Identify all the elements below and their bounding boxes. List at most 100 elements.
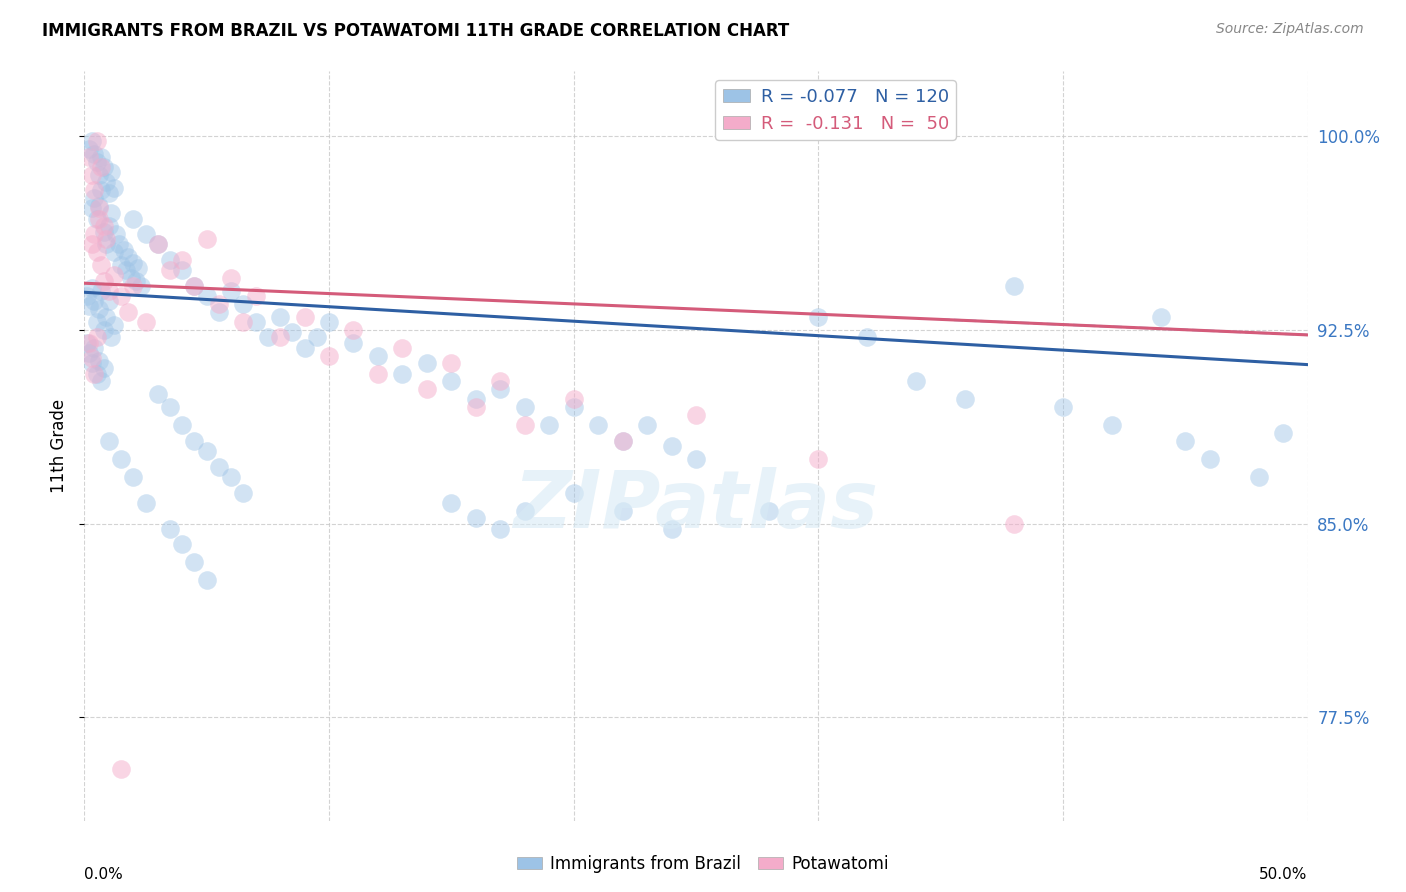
Point (103, 318, 125, 332)
Point (100, 206, 122, 220)
Point (195, 232, 218, 246)
Point (97, 186, 120, 200)
Y-axis label: 11th Grade: 11th Grade (49, 399, 67, 493)
Point (96, 176, 118, 190)
Point (93, 219, 115, 234)
Point (80, 351, 103, 366)
Point (90, 160, 112, 174)
Point (440, 356, 463, 370)
Point (122, 470, 145, 484)
Point (1150, 310, 1173, 324)
Point (159, 522, 181, 536)
Point (100, 165, 122, 179)
Point (105, 227, 128, 241)
Point (97, 434, 120, 448)
Point (612, 503, 634, 517)
Point (195, 574, 218, 588)
Text: 0.0%: 0.0% (84, 867, 124, 882)
Point (90, 375, 112, 389)
Point (135, 227, 157, 241)
Point (183, 278, 205, 293)
Text: Source: ZipAtlas.com: Source: ZipAtlas.com (1216, 22, 1364, 37)
Point (612, 434, 634, 448)
Point (294, 341, 316, 355)
Point (159, 252, 181, 267)
Point (562, 401, 585, 415)
Point (76, 335, 98, 350)
Point (80, 202, 103, 216)
Point (953, 392, 976, 407)
Point (86, 245, 108, 260)
Point (117, 304, 139, 318)
Point (232, 297, 254, 311)
Point (107, 237, 129, 252)
Point (685, 451, 707, 466)
Point (83, 183, 105, 197)
Point (110, 451, 132, 466)
Point (489, 382, 512, 396)
Point (122, 211, 145, 226)
Point (1101, 418, 1123, 433)
Point (110, 289, 132, 303)
Point (83, 191, 105, 205)
Point (90, 258, 112, 272)
Text: 50.0%: 50.0% (1260, 867, 1308, 882)
Point (1002, 516, 1025, 531)
Point (513, 418, 536, 433)
Point (83, 147, 105, 161)
Point (93, 274, 115, 288)
Point (86, 134, 108, 148)
Point (1002, 278, 1025, 293)
Point (87, 199, 110, 213)
Point (112, 243, 135, 257)
Point (513, 401, 536, 415)
Point (440, 375, 463, 389)
Point (661, 439, 683, 453)
Point (80, 168, 103, 182)
Point (90, 284, 112, 298)
Point (77, 300, 100, 314)
Point (86, 154, 108, 169)
Point (269, 330, 291, 344)
Point (464, 511, 486, 525)
Point (146, 237, 169, 252)
Point (83, 341, 105, 355)
Point (440, 496, 463, 510)
Point (391, 341, 413, 355)
Point (110, 762, 132, 776)
Point (77, 142, 100, 156)
Point (318, 315, 340, 329)
Point (245, 289, 267, 303)
Point (97, 294, 120, 309)
Point (562, 392, 585, 407)
Point (159, 263, 181, 277)
Point (489, 522, 512, 536)
Point (86, 211, 108, 226)
Point (1272, 426, 1295, 441)
Point (97, 284, 120, 298)
Point (125, 274, 148, 288)
Legend: Immigrants from Brazil, Potawatomi: Immigrants from Brazil, Potawatomi (510, 848, 896, 880)
Point (90, 183, 112, 197)
Point (115, 263, 138, 277)
Point (172, 537, 194, 551)
Point (1247, 470, 1270, 484)
Point (318, 349, 340, 363)
Point (685, 408, 707, 422)
Point (195, 289, 218, 303)
Point (416, 382, 439, 396)
Point (122, 255, 145, 269)
Point (1052, 401, 1074, 415)
Point (294, 310, 316, 324)
Text: IMMIGRANTS FROM BRAZIL VS POTAWATOMI 11TH GRADE CORRELATION CHART: IMMIGRANTS FROM BRAZIL VS POTAWATOMI 11T… (42, 22, 789, 40)
Point (489, 375, 512, 389)
Point (367, 367, 389, 381)
Point (80, 134, 103, 148)
Point (183, 278, 205, 293)
Point (172, 418, 194, 433)
Point (97, 219, 120, 234)
Point (905, 375, 928, 389)
Point (342, 335, 364, 350)
Point (219, 470, 242, 484)
Point (661, 522, 683, 536)
